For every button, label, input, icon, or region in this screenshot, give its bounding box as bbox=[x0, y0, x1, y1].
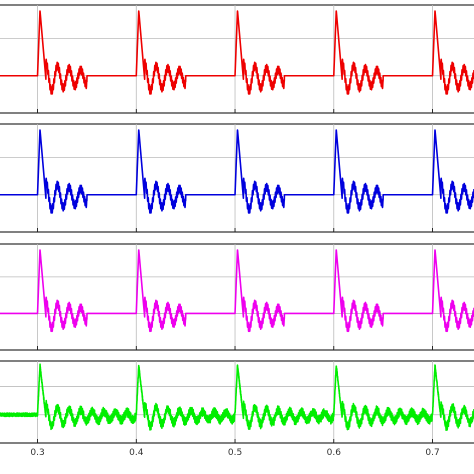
x-tick-label: 0.7 bbox=[425, 448, 439, 458]
series-line bbox=[0, 363, 474, 431]
panel-2 bbox=[0, 123, 474, 233]
x-tick-label: 0.5 bbox=[228, 448, 242, 458]
series-line bbox=[0, 10, 474, 95]
series-line bbox=[0, 249, 474, 333]
panel-4 bbox=[0, 360, 474, 444]
panel-1 bbox=[0, 4, 474, 114]
x-tick-label: 0.4 bbox=[129, 448, 144, 458]
x-tick-label: 0.3 bbox=[30, 448, 44, 458]
panel-3 bbox=[0, 243, 474, 351]
x-tick-label: 0.6 bbox=[327, 448, 342, 458]
series-line bbox=[0, 129, 474, 214]
